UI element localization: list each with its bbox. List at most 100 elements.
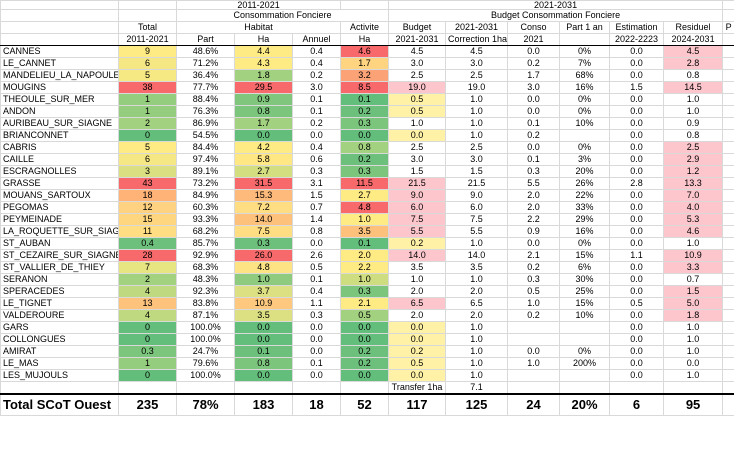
cell-blank[interactable] [722, 213, 734, 226]
cell-total[interactable]: 1 [118, 357, 177, 370]
cell-correction[interactable]: 6.5 [445, 297, 509, 310]
cell-blank[interactable] [559, 381, 611, 395]
subgroup-header-budget[interactable]: Budget Consommation Fonciere [388, 9, 724, 22]
cell-activite-ha[interactable]: 1.0 [340, 273, 390, 286]
cell-annuel[interactable]: 0.3 [291, 309, 342, 322]
group-header-2011[interactable]: 2011-2021 [175, 0, 342, 10]
cell-residuel[interactable]: 0.8 [663, 129, 724, 142]
cell-blank[interactable] [722, 81, 734, 94]
cell-budget[interactable]: 19.0 [388, 81, 447, 94]
cell-habitat-ha[interactable]: 10.9 [234, 297, 293, 310]
cell-part[interactable]: 71.2% [176, 57, 235, 70]
cell-blank[interactable] [722, 225, 734, 238]
cell-budget[interactable]: 1.0 [388, 273, 447, 286]
cell-habitat-ha[interactable]: 0.9 [234, 93, 293, 106]
subheader-correction[interactable]: Correction 1ha [445, 33, 509, 46]
cell-annuel[interactable]: 0.2 [291, 69, 342, 82]
cell-budget[interactable]: 3.0 [388, 153, 447, 166]
cell-commune[interactable]: LE_CANNET [0, 57, 119, 70]
cell-blank[interactable] [0, 9, 119, 22]
cell-blank[interactable] [118, 0, 177, 10]
cell-residuel[interactable]: 1.0 [663, 345, 724, 358]
cell-estimation[interactable]: 0.0 [609, 45, 665, 58]
cell-budget[interactable]: 7.5 [388, 213, 447, 226]
total-budget[interactable]: 117 [388, 393, 447, 416]
cell-residuel[interactable]: 1.5 [663, 285, 724, 298]
cell-correction[interactable]: 1.5 [445, 165, 509, 178]
cell-blank[interactable] [722, 201, 734, 214]
cell-annuel[interactable]: 0.4 [291, 285, 342, 298]
cell-activite-ha[interactable]: 1.7 [340, 57, 390, 70]
cell-annuel[interactable]: 2.6 [291, 249, 342, 262]
cell-blank[interactable] [722, 33, 734, 46]
cell-blank[interactable] [722, 129, 734, 142]
cell-correction[interactable]: 1.0 [445, 345, 509, 358]
cell-conso-2021[interactable]: 2.2 [507, 213, 561, 226]
cell-activite-ha[interactable]: 0.2 [340, 105, 390, 118]
cell-total[interactable]: 3 [118, 165, 177, 178]
cell-correction[interactable]: 7.5 [445, 213, 509, 226]
cell-activite-ha[interactable]: 0.1 [340, 237, 390, 250]
cell-activite-ha[interactable]: 11.5 [340, 177, 390, 190]
cell-habitat-ha[interactable]: 0.8 [234, 105, 293, 118]
cell-habitat-ha[interactable]: 0.0 [234, 129, 293, 142]
total-conso[interactable]: 24 [507, 393, 561, 416]
cell-part-1an[interactable] [559, 333, 611, 346]
cell-annuel[interactable]: 0.0 [291, 237, 342, 250]
cell-total[interactable]: 43 [118, 177, 177, 190]
cell-conso-2021[interactable]: 5.5 [507, 177, 561, 190]
cell-residuel[interactable]: 4.6 [663, 225, 724, 238]
cell-residuel[interactable]: 5.3 [663, 213, 724, 226]
cell-part[interactable]: 48.3% [176, 273, 235, 286]
subheader-estimation[interactable]: 2022-2223 [609, 33, 665, 46]
cell-habitat-ha[interactable]: 7.2 [234, 201, 293, 214]
cell-annuel[interactable]: 0.0 [291, 129, 342, 142]
cell-commune[interactable]: COLLONGUES [0, 333, 119, 346]
cell-correction[interactable]: 5.5 [445, 225, 509, 238]
cell-budget[interactable]: 3.5 [388, 261, 447, 274]
cell-correction[interactable]: 3.5 [445, 261, 509, 274]
cell-correction[interactable]: 1.0 [445, 333, 509, 346]
cell-part[interactable]: 92.3% [176, 285, 235, 298]
cell-total[interactable]: 6 [118, 153, 177, 166]
cell-annuel[interactable]: 0.1 [291, 273, 342, 286]
cell-total[interactable]: 1 [118, 93, 177, 106]
cell-part[interactable]: 85.7% [176, 237, 235, 250]
subheader-activite-ha[interactable]: Ha [340, 33, 390, 46]
cell-activite-ha[interactable]: 0.2 [340, 153, 390, 166]
cell-residuel[interactable]: 14.5 [663, 81, 724, 94]
cell-annuel[interactable]: 0.8 [291, 225, 342, 238]
cell-part-1an[interactable]: 0% [559, 45, 611, 58]
cell-habitat-ha[interactable]: 0.8 [234, 357, 293, 370]
cell-part[interactable]: 24.7% [176, 345, 235, 358]
cell-correction[interactable]: 1.0 [445, 237, 509, 250]
cell-budget[interactable]: 6.0 [388, 201, 447, 214]
cell-activite-ha[interactable]: 0.2 [340, 345, 390, 358]
cell-part-1an[interactable]: 26% [559, 177, 611, 190]
cell-activite-ha[interactable]: 4.6 [340, 45, 390, 58]
cell-part[interactable]: 60.3% [176, 201, 235, 214]
cell-part-1an[interactable]: 200% [559, 357, 611, 370]
col-header-total[interactable]: Total [118, 21, 177, 34]
total-residuel[interactable]: 95 [663, 393, 724, 416]
cell-commune[interactable]: VALDEROURE [0, 309, 119, 322]
cell-correction[interactable]: 1.0 [445, 273, 509, 286]
cell-habitat-ha[interactable]: 1.0 [234, 273, 293, 286]
cell-estimation[interactable]: 0.0 [609, 333, 665, 346]
total-habitat-ha[interactable]: 183 [234, 393, 293, 416]
cell-blank[interactable] [722, 237, 734, 250]
cell-activite-ha[interactable]: 0.3 [340, 165, 390, 178]
transfer-value[interactable]: 7.1 [445, 381, 509, 395]
cell-habitat-ha[interactable]: 0.0 [234, 321, 293, 334]
cell-conso-2021[interactable]: 0.1 [507, 117, 561, 130]
cell-part-1an[interactable]: 22% [559, 189, 611, 202]
cell-activite-ha[interactable]: 0.0 [340, 333, 390, 346]
cell-budget[interactable]: 21.5 [388, 177, 447, 190]
cell-annuel[interactable]: 0.1 [291, 357, 342, 370]
cell-conso-2021[interactable]: 0.5 [507, 285, 561, 298]
cell-part-1an[interactable]: 0% [559, 141, 611, 154]
cell-estimation[interactable]: 0.0 [609, 273, 665, 286]
cell-budget[interactable]: 4.5 [388, 45, 447, 58]
cell-activite-ha[interactable]: 0.3 [340, 285, 390, 298]
cell-blank[interactable] [722, 297, 734, 310]
